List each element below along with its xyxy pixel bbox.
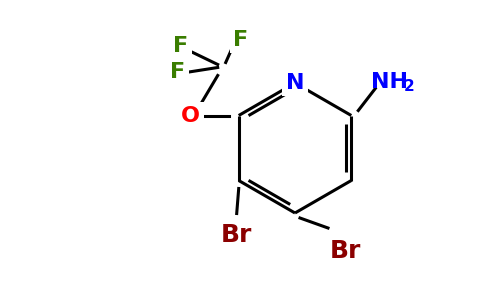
Text: F: F [173, 35, 188, 56]
Text: F: F [170, 62, 185, 82]
Text: NH: NH [371, 71, 408, 92]
Text: Br: Br [221, 224, 252, 248]
Text: O: O [181, 106, 200, 125]
Text: 2: 2 [403, 79, 414, 94]
Text: N: N [286, 73, 304, 93]
Text: F: F [233, 29, 248, 50]
Text: Br: Br [329, 239, 361, 263]
